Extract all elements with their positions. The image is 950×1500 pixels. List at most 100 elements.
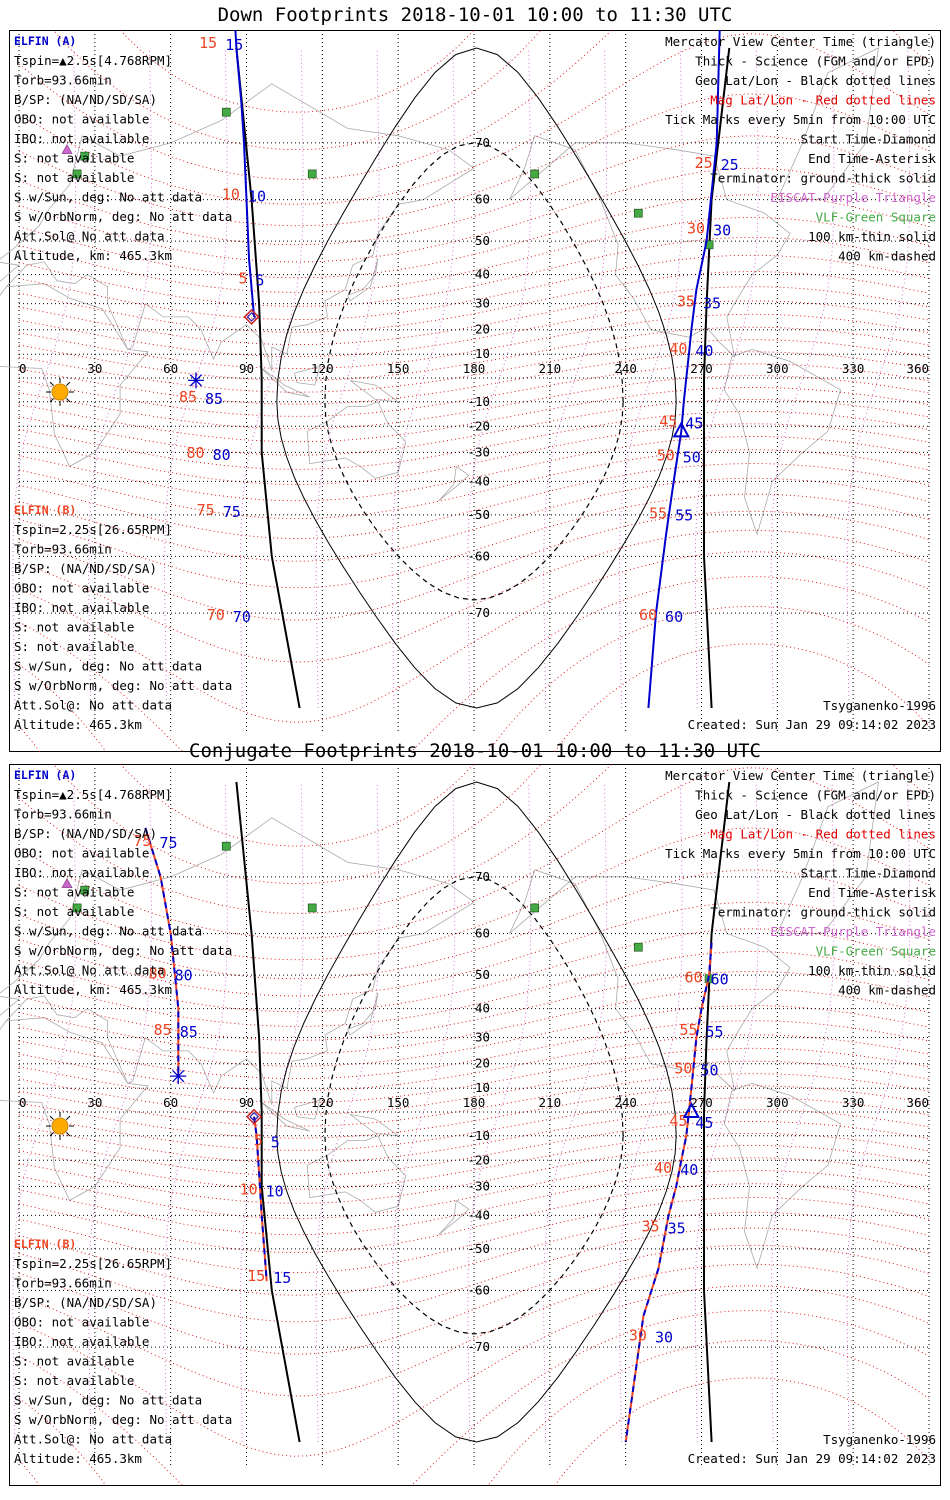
oval-400km	[324, 142, 624, 601]
elfin-b-tick-label: 35	[642, 1217, 660, 1235]
elfin-b-tick-label: 5	[254, 1131, 263, 1149]
elfin-a-tick-label: 35	[703, 294, 721, 312]
elfin-a-tick-label: 5	[256, 272, 265, 290]
vlf-station-marker	[530, 903, 540, 913]
coastline	[0, 1017, 149, 1201]
elfin-b-tick-label: 60	[639, 606, 657, 624]
elfin-b-tick-label: 15	[199, 34, 217, 52]
y-tick-label: 50	[475, 233, 490, 248]
elfin-a-tick-label: 75	[160, 834, 178, 852]
legend-line: 400 km-dashed	[838, 983, 936, 998]
elfin-a-info-line: S: not available	[14, 904, 134, 919]
legend-line: 100 km-thin solid	[808, 963, 936, 978]
mag-lat-line	[18, 1170, 930, 1236]
elfin-b-info-line: Att.Sol@: No att data	[14, 698, 172, 713]
x-tick-label: 90	[239, 1095, 254, 1110]
elfin-b-info-line: S: not available	[14, 620, 134, 635]
sun-icon	[51, 1117, 69, 1135]
mag-lat-line	[18, 576, 930, 752]
mag-lon-line	[88, 47, 152, 709]
elfin-a-track	[624, 942, 713, 1443]
vlf-station-marker	[530, 169, 540, 179]
elfin-b-info-line: S: not available	[14, 639, 134, 654]
coastline	[723, 1082, 841, 1270]
elfin-a-tick-label: 60	[711, 970, 729, 988]
sun-ray	[49, 1115, 54, 1120]
coastline	[306, 1135, 407, 1213]
coastline	[294, 365, 321, 386]
coastline	[306, 401, 407, 479]
x-tick-label: 330	[842, 361, 865, 376]
model-label: Tsyganenko-1996	[823, 698, 936, 713]
created-label: Created: Sun Jan 29 09:14:02 2023	[688, 717, 936, 732]
x-tick-label: 60	[163, 1095, 178, 1110]
vlf-station-marker	[307, 903, 317, 913]
elfin-a-info-line: IBO: not available	[14, 131, 149, 146]
x-tick-label: 180	[463, 1095, 486, 1110]
mag-lat-line	[18, 375, 930, 430]
elfin-a-info-line: S w/OrbNorm, deg: No att data	[14, 943, 232, 958]
elfin-a-tick-label: 55	[706, 1023, 724, 1041]
elfin-b-tick-label: 40	[654, 1159, 672, 1177]
mag-lat-line	[18, 1073, 930, 1127]
elfin-b-info-line: Altitude: 465.3km	[14, 717, 142, 732]
y-tick-label: -10	[467, 1128, 490, 1143]
y-tick-label: 40	[475, 267, 490, 282]
elfin-a-tick-label: 85	[205, 390, 223, 408]
mag-lat-line	[18, 901, 930, 997]
elfin-a-track	[647, 30, 721, 709]
end-time-asterisk	[172, 1070, 185, 1083]
legend-line: Terminator: ground-thick solid	[710, 171, 936, 186]
x-tick-label: 240	[614, 1095, 637, 1110]
mag-lat-line	[18, 605, 930, 752]
mag-lon-line	[770, 781, 835, 1443]
coastline	[776, 781, 879, 935]
legend-line: Tick Marks every 5min from 10:00 UTC	[665, 846, 936, 861]
y-tick-label: 70	[475, 869, 490, 884]
mag-lon-line	[391, 47, 456, 709]
elfin-a-info-line: Altitude, km: 465.3km	[14, 982, 172, 997]
x-tick-label: 360	[906, 361, 929, 376]
x-tick-label: 30	[87, 361, 102, 376]
elfin-a-tick-label: 40	[695, 342, 713, 360]
y-tick-label: 50	[475, 967, 490, 982]
conjugate-footprints-map: 0 30 60 90 120 150 180 210 240 270 300 330 360 70 60 50…	[0, 764, 941, 1486]
elfin-b-tick-label: 80	[187, 444, 205, 462]
terminator-ground	[235, 781, 301, 1443]
vlf-station-marker	[72, 903, 82, 913]
elfin-a-tick-label: 5	[271, 1133, 280, 1151]
coastline	[438, 465, 470, 502]
legend-line: 400 km-dashed	[838, 249, 936, 264]
elfin-a-tick-label: 40	[680, 1161, 698, 1179]
y-tick-label: -60	[467, 1282, 490, 1297]
mag-lat-line	[18, 1060, 930, 1115]
elfin-a-info-line: IBO: not available	[14, 865, 149, 880]
vlf-station-marker	[72, 169, 82, 179]
y-tick-label: -50	[467, 507, 490, 522]
legend-line: Mercator View Center Time (triangle)	[665, 34, 936, 49]
terminator-ground	[235, 47, 301, 709]
elfin-a-tick-label: 15	[225, 36, 243, 54]
center-time-triangle	[672, 421, 690, 438]
y-tick-label: -70	[467, 605, 490, 620]
elfin-b-info-line: IBO: not available	[14, 600, 149, 615]
elfin-a-track	[234, 30, 256, 317]
coastline	[349, 380, 400, 403]
oval-100km	[276, 781, 677, 1443]
x-tick-label: 0	[19, 361, 27, 376]
vlf-station-marker	[633, 208, 643, 218]
mag-lon-line	[239, 781, 304, 1443]
y-tick-label: -10	[467, 394, 490, 409]
elfin-b-tick-label: 10	[240, 1181, 258, 1199]
elfin-b-tick-label: 70	[207, 606, 225, 624]
elfin-a-info-line: S: not available	[14, 170, 134, 185]
elfin-b-info-line: OBO: not available	[14, 581, 149, 596]
start-time-diamond	[243, 308, 260, 325]
elfin-a-tick-label: 70	[233, 608, 251, 626]
mag-lon-line	[391, 781, 456, 1443]
elfin-b-track	[624, 942, 713, 1443]
legend-line: VLF-Green Square	[816, 944, 936, 959]
elfin-b-tick-label: 35	[677, 292, 695, 310]
elfin-b-tick-label: 55	[679, 1021, 697, 1039]
elfin-a-tick-label: 80	[175, 967, 193, 985]
